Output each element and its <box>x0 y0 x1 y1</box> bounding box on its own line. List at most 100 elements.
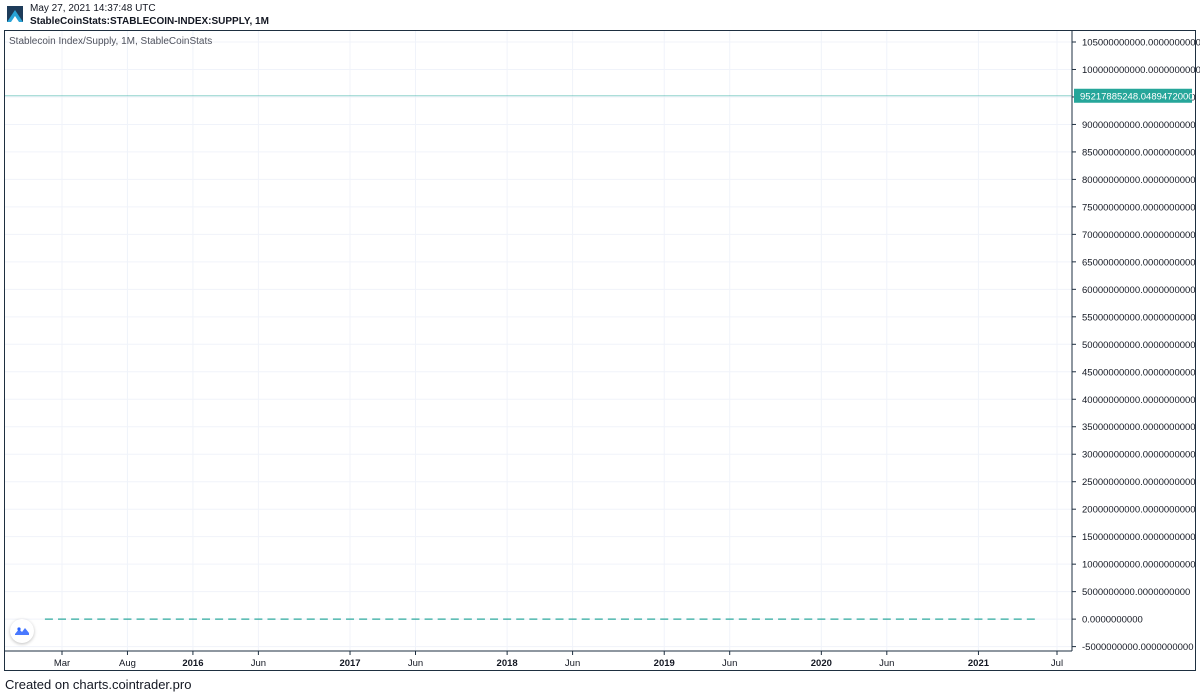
candle-body <box>437 618 446 620</box>
candle <box>450 618 459 620</box>
candle-body <box>267 618 276 620</box>
tradingview-logo-button[interactable] <box>10 619 34 643</box>
time-axis: Mar Aug 2016 Jun 2017 Jun 2018 Jun 2019 Jun 2020 Ju… <box>5 650 1072 669</box>
candle-body <box>751 618 760 620</box>
candle <box>961 618 970 620</box>
candle-body <box>372 618 381 620</box>
candle-body <box>856 618 865 620</box>
candle-body <box>215 618 224 620</box>
candle-body <box>594 618 603 620</box>
x-tick-label: 2019 <box>654 658 675 669</box>
candle <box>306 618 315 620</box>
candle <box>712 618 721 620</box>
x-tick-label: Jul <box>1051 658 1063 669</box>
candle <box>778 618 787 620</box>
chart-header: May 27, 2021 14:37:48 UTC StableCoinStat… <box>0 0 1200 30</box>
candle-body <box>476 618 485 620</box>
candle-body <box>764 618 773 620</box>
candle <box>751 618 760 620</box>
candle-body <box>359 618 368 620</box>
candle <box>280 618 289 620</box>
x-tick-label: 2021 <box>968 658 990 669</box>
candle <box>346 618 355 620</box>
candle-body <box>686 618 695 620</box>
candle <box>634 618 643 620</box>
candle-body <box>149 618 158 620</box>
candle <box>490 618 499 620</box>
candle <box>267 618 276 620</box>
candle-body <box>529 618 538 620</box>
candle <box>503 618 512 620</box>
candle-body <box>1026 618 1035 620</box>
candle-body <box>791 618 800 620</box>
candle-body <box>987 618 996 620</box>
candle-body <box>647 618 656 620</box>
candle <box>476 618 485 620</box>
candle-body <box>555 618 564 620</box>
candle-body <box>738 618 747 620</box>
y-tick-label: 40000000000.0000000000 <box>1082 395 1196 406</box>
candle-body <box>228 618 237 620</box>
x-tick-label: Jun <box>722 658 737 669</box>
candle-body <box>869 618 878 620</box>
candle-body <box>712 618 721 620</box>
y-tick-label: 45000000000.0000000000 <box>1082 367 1196 378</box>
candle-body <box>346 618 355 620</box>
candle-body <box>581 618 590 620</box>
candle <box>123 618 132 620</box>
x-tick-label: Jun <box>879 658 894 669</box>
x-tick-label: 2016 <box>182 658 203 669</box>
y-tick-label: 0.0000000000 <box>1082 615 1143 626</box>
y-tick-label: 85000000000.0000000000 <box>1082 147 1196 158</box>
y-tick-label: 50000000000.0000000000 <box>1082 340 1196 351</box>
candle <box>215 618 224 620</box>
candle <box>974 618 983 620</box>
candle <box>228 618 237 620</box>
candle <box>359 618 368 620</box>
candle <box>44 618 53 620</box>
candle <box>843 618 852 620</box>
candle-body <box>97 618 106 620</box>
candle-body <box>424 618 433 620</box>
candle-body <box>110 618 119 620</box>
y-tick-label: 25000000000.0000000000 <box>1082 477 1196 488</box>
candle <box>699 618 708 620</box>
candle <box>817 618 826 620</box>
candle <box>463 618 472 620</box>
chart-grid <box>5 31 1072 651</box>
candle <box>620 618 629 620</box>
candle-body <box>948 618 957 620</box>
last-price-marker: 95217885248.0489472000 <box>5 88 1194 103</box>
candle <box>725 618 734 620</box>
y-tick-label: 75000000000.0000000000 <box>1082 202 1196 213</box>
candle-body <box>817 618 826 620</box>
candle-body <box>804 618 813 620</box>
candle <box>136 618 145 620</box>
candle <box>686 618 695 620</box>
candle <box>882 618 891 620</box>
candle-body <box>607 618 616 620</box>
candle <box>869 618 878 620</box>
y-tick-label: 100000000000.0000000000 <box>1082 65 1200 76</box>
candle-body <box>895 618 904 620</box>
candle-body <box>58 618 66 620</box>
x-tick-label: 2020 <box>811 658 832 669</box>
candle <box>372 618 381 620</box>
candle-body <box>175 618 184 620</box>
cointrader-logo-icon <box>7 6 23 22</box>
last-price-badge <box>1074 88 1192 103</box>
y-tick-label: 65000000000.0000000000 <box>1082 257 1196 268</box>
candle <box>1013 618 1022 620</box>
candle <box>555 618 564 620</box>
candle <box>84 618 93 620</box>
price-axis: 105000000000.0000000000 100000000000.0000… <box>1071 31 1200 653</box>
candle-body <box>136 618 145 620</box>
x-tick-label: Jun <box>251 658 266 669</box>
candle <box>97 618 106 620</box>
candle <box>764 618 773 620</box>
candle-body <box>280 618 289 620</box>
x-tick-label: Mar <box>54 658 70 669</box>
candle <box>607 618 616 620</box>
candle-body <box>516 618 525 620</box>
